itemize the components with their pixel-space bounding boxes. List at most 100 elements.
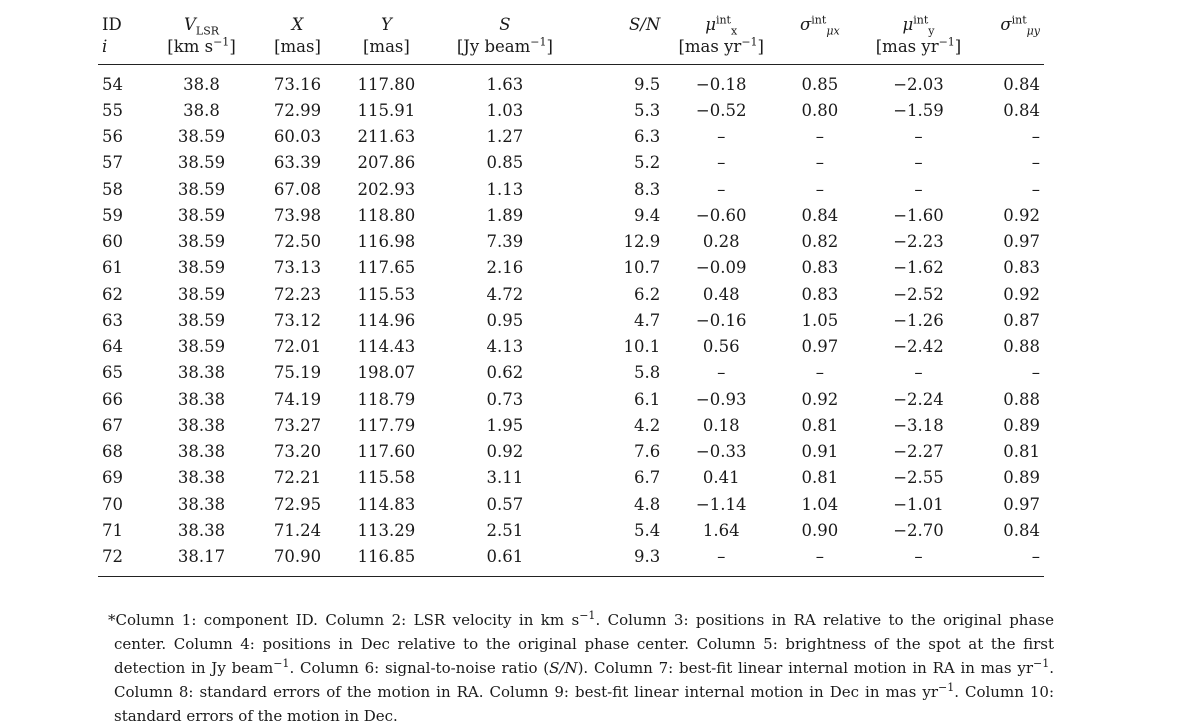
cell-sigmax: 0.80 — [801, 100, 839, 120]
cell-s: 1.03 — [486, 100, 524, 120]
cell-sigmax: 0.92 — [801, 389, 839, 409]
cell-muy: – — [914, 153, 923, 173]
cell-s: 0.95 — [486, 310, 524, 330]
cell-mux: −0.52 — [695, 100, 747, 120]
cell-sigmay: 0.89 — [1003, 468, 1040, 488]
cell-sigmay: 0.97 — [1003, 232, 1040, 252]
col-unit-muy: [mas yr−1] — [875, 35, 962, 57]
cell-id: 71 — [102, 520, 123, 540]
cell-muy: −1.60 — [893, 205, 944, 225]
cell-id: 69 — [102, 468, 123, 488]
cell-vlsr: 38.38 — [177, 468, 226, 488]
cell-id: 63 — [102, 310, 123, 330]
cell-sigmax: – — [815, 547, 824, 567]
col-unit-sigmax — [778, 36, 861, 65]
cell-s: 7.39 — [486, 232, 524, 252]
cell-id: 58 — [102, 179, 123, 199]
cell-mux: – — [717, 179, 726, 199]
cell-s: 1.89 — [486, 205, 524, 225]
cell-muy: −1.62 — [893, 258, 944, 278]
header-row-2: i [km s−1] [mas] [mas] [Jy beam−1] [mas … — [98, 36, 1044, 65]
table-row: 66 38.38 74.19 118.79 0.73 6.1 −0.93 0.92 −2.24 0… — [98, 386, 1044, 412]
cell-sigmay: 0.88 — [1003, 389, 1040, 409]
cell-vlsr: 38.8 — [183, 100, 220, 120]
cell-id: 70 — [102, 494, 123, 514]
cell-mux: 0.41 — [702, 468, 740, 488]
cell-sn: 5.4 — [634, 520, 661, 540]
cell-muy: −3.18 — [893, 415, 944, 435]
cell-muy: – — [914, 179, 923, 199]
cell-s: 0.92 — [486, 442, 524, 462]
cell-s: 0.61 — [486, 547, 524, 567]
cell-muy: −2.55 — [893, 468, 944, 488]
cell-s: 1.27 — [486, 127, 524, 147]
cell-sn: 4.7 — [634, 310, 661, 330]
cell-muy: – — [914, 127, 923, 147]
cell-sigmax: – — [815, 179, 824, 199]
cell-sn: 6.2 — [634, 284, 661, 304]
cell-vlsr: 38.17 — [177, 547, 226, 567]
col-header-sigmay: σintμy — [1000, 13, 1040, 38]
cell-x: 67.08 — [273, 179, 322, 199]
table-row: 59 38.59 73.98 118.80 1.89 9.4 −0.60 0.84 −1.60 0… — [98, 202, 1044, 228]
cell-s: 1.63 — [486, 74, 524, 94]
col-header-sigmax: σintμx — [800, 13, 840, 38]
cell-sigmax: 0.84 — [801, 205, 839, 225]
cell-id: 72 — [102, 547, 123, 567]
cell-id: 54 — [102, 74, 123, 94]
cell-id: 56 — [102, 127, 123, 147]
cell-vlsr: 38.59 — [177, 127, 226, 147]
cell-x: 72.21 — [273, 468, 322, 488]
cell-sigmay: – — [1031, 153, 1040, 173]
cell-muy: −2.52 — [893, 284, 944, 304]
cell-mux: 1.64 — [702, 520, 740, 540]
cell-sigmax: 0.97 — [801, 337, 839, 357]
cell-vlsr: 38.59 — [177, 310, 226, 330]
cell-y: 117.79 — [357, 415, 416, 435]
cell-mux: 0.56 — [702, 337, 740, 357]
cell-mux: – — [717, 153, 726, 173]
cell-sigmay: 0.92 — [1003, 205, 1040, 225]
cell-sigmay: 0.89 — [1003, 415, 1040, 435]
cell-sn: 10.1 — [623, 337, 661, 357]
cell-id: 67 — [102, 415, 123, 435]
cell-y: 113.29 — [357, 520, 416, 540]
cell-y: 116.85 — [357, 547, 416, 567]
table-row: 62 38.59 72.23 115.53 4.72 6.2 0.48 0.83 −2.52 0.… — [98, 281, 1044, 307]
cell-x: 73.27 — [273, 415, 322, 435]
cell-sn: 6.7 — [634, 468, 661, 488]
cell-muy: – — [914, 547, 923, 567]
cell-sigmay: 0.84 — [1003, 100, 1040, 120]
cell-y: 114.43 — [357, 337, 416, 357]
page: ID VLSR X Y S S/N μintx σintμx μinty σin… — [98, 13, 1054, 725]
cell-sigmay: – — [1031, 547, 1040, 567]
cell-mux: 0.18 — [702, 415, 740, 435]
cell-muy: −1.01 — [893, 494, 944, 514]
cell-sigmay: 0.92 — [1003, 284, 1040, 304]
cell-sn: 4.2 — [634, 415, 661, 435]
cell-sn: 10.7 — [623, 258, 661, 278]
cell-y: 114.83 — [357, 494, 416, 514]
cell-id: 64 — [102, 337, 123, 357]
cell-x: 73.12 — [273, 310, 322, 330]
cell-vlsr: 38.59 — [177, 258, 226, 278]
cell-vlsr: 38.8 — [183, 74, 220, 94]
table-row: 56 38.59 60.03 211.63 1.27 6.3 – – – – — [98, 124, 1044, 150]
cell-mux: −0.16 — [695, 310, 747, 330]
cell-sigmax: 0.83 — [801, 284, 839, 304]
table-row: 63 38.59 73.12 114.96 0.95 4.7 −0.16 1.05 −1.26 0… — [98, 307, 1044, 333]
cell-muy: −2.03 — [893, 74, 944, 94]
cell-vlsr: 38.59 — [177, 232, 226, 252]
cell-sigmay: – — [1031, 363, 1040, 383]
cell-mux: 0.48 — [702, 284, 740, 304]
cell-sigmay: 0.97 — [1003, 494, 1040, 514]
table-row: 58 38.59 67.08 202.93 1.13 8.3 – – – – — [98, 176, 1044, 202]
cell-x: 72.23 — [273, 284, 322, 304]
cell-sigmax: – — [815, 127, 824, 147]
cell-muy: −2.24 — [893, 389, 944, 409]
cell-sn: 9.3 — [634, 547, 661, 567]
cell-muy: −2.23 — [893, 232, 944, 252]
table-row: 69 38.38 72.21 115.58 3.11 6.7 0.41 0.81 −2.55 0.… — [98, 465, 1044, 491]
cell-sigmax: – — [815, 363, 824, 383]
cell-s: 1.13 — [486, 179, 524, 199]
